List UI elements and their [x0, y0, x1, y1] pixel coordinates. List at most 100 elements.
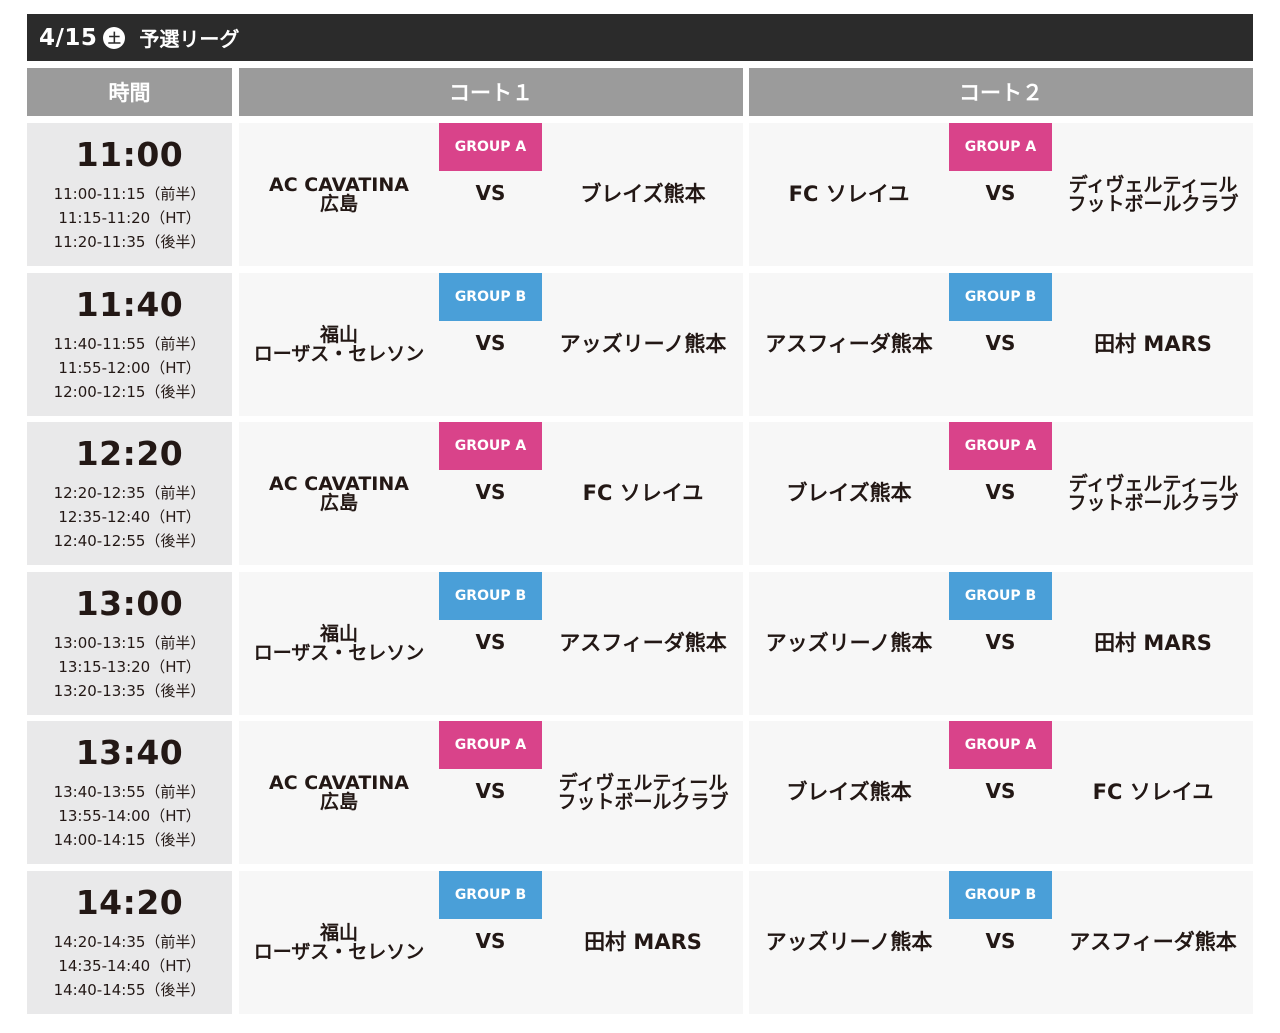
team-name-line: ブレイズ熊本: [786, 481, 912, 505]
second-half-slot: 13:20-13:35（後半）: [53, 682, 206, 700]
team-name-line: AC CAVATINA: [269, 771, 409, 794]
team-name: AC CAVATINA 広島: [269, 771, 409, 813]
away-team: ディヴェルティール フットボールクラブ: [543, 721, 743, 864]
team-name-line: フットボールクラブ: [557, 790, 729, 813]
time-cell: 11:40 11:40-11:55（前半） 11:55-12:00（HT） 12…: [27, 273, 232, 416]
kickoff-time: 11:40: [75, 285, 184, 324]
second-half-slot: 12:40-12:55（後半）: [53, 532, 206, 550]
halftime-slot: 14:35-14:40（HT）: [58, 957, 201, 975]
time-cell: 11:00 11:00-11:15（前半） 11:15-11:20（HT） 11…: [27, 123, 232, 266]
team-name: 田村 MARS: [1094, 334, 1212, 355]
court1-match: AC CAVATINA 広島 GROUP A VS FC ソレイユ: [239, 422, 743, 565]
vs-label: VS: [985, 929, 1016, 953]
team-name-line: 広島: [319, 790, 358, 813]
team-name-line: アッズリーノ熊本: [765, 631, 933, 655]
kickoff-time: 13:00: [75, 584, 184, 623]
first-half-slot: 11:40-11:55（前半）: [53, 335, 206, 353]
team-name: FC ソレイユ: [1093, 782, 1214, 803]
first-half-slot: 13:40-13:55（前半）: [53, 783, 206, 801]
team-name-line: ローザス・セレソン: [253, 940, 425, 963]
vs-label: VS: [475, 929, 506, 953]
home-team: ブレイズ熊本: [749, 721, 949, 864]
team-name-line: ローザス・セレソン: [253, 342, 425, 365]
team-name-line: フットボールクラブ: [1067, 491, 1239, 514]
team-name: FC ソレイユ: [789, 184, 910, 205]
team-name-line: ディヴェルティール: [1068, 472, 1238, 495]
court1-match: AC CAVATINA 広島 GROUP A VS ディヴェルティール フットボール…: [239, 721, 743, 864]
vs-label: VS: [985, 630, 1016, 654]
home-team: ブレイズ熊本: [749, 422, 949, 565]
second-half-slot: 14:40-14:55（後半）: [53, 981, 206, 999]
team-name: アッズリーノ熊本: [766, 633, 933, 654]
team-name-line: フットボールクラブ: [1067, 192, 1239, 215]
team-name-line: アスフィーダ熊本: [559, 631, 727, 655]
second-half-slot: 11:20-11:35（後半）: [53, 233, 206, 251]
team-name: ディヴェルティール フットボールクラブ: [1067, 472, 1239, 514]
team-name-line: ディヴェルティール: [1068, 173, 1238, 196]
vs-label: VS: [985, 181, 1016, 205]
group-badge: GROUP A: [439, 422, 542, 470]
team-name-line: ローザス・セレソン: [253, 641, 425, 664]
time-cell: 13:00 13:00-13:15（前半） 13:15-13:20（HT） 13…: [27, 572, 232, 715]
header-court1: コート１: [239, 68, 743, 116]
home-team: AC CAVATINA 広島: [239, 721, 439, 864]
second-half-slot: 12:00-12:15（後半）: [53, 383, 206, 401]
team-name: ブレイズ熊本: [580, 184, 705, 205]
team-name-line: アスフィーダ熊本: [1069, 930, 1237, 954]
team-name: 田村 MARS: [1094, 633, 1212, 654]
header-time: 時間: [27, 68, 232, 116]
team-name-line: ブレイズ熊本: [580, 182, 706, 206]
team-name: ブレイズ熊本: [786, 782, 911, 803]
group-badge: GROUP B: [439, 273, 542, 321]
halftime-slot: 11:15-11:20（HT）: [58, 209, 201, 227]
home-team: アスフィーダ熊本: [749, 273, 949, 416]
halftime-slot: 12:35-12:40（HT）: [58, 508, 201, 526]
home-team: 福山 ローザス・セレソン: [239, 871, 439, 1014]
group-badge: GROUP B: [949, 273, 1052, 321]
team-name-line: 広島: [319, 491, 358, 514]
schedule-row: 11:40 11:40-11:55（前半） 11:55-12:00（HT） 12…: [27, 273, 1253, 416]
schedule-row: 14:20 14:20-14:35（前半） 14:35-14:40（HT） 14…: [27, 871, 1253, 1014]
home-team: アッズリーノ熊本: [749, 871, 949, 1014]
court2-match: アッズリーノ熊本 GROUP B VS 田村 MARS: [749, 572, 1253, 715]
away-team: 田村 MARS: [1053, 572, 1253, 715]
away-team: FC ソレイユ: [543, 422, 743, 565]
away-team: アスフィーダ熊本: [543, 572, 743, 715]
vs-label: VS: [475, 331, 506, 355]
court1-match: 福山 ローザス・セレソン GROUP B VS 田村 MARS: [239, 871, 743, 1014]
group-badge: GROUP B: [949, 871, 1052, 919]
vs-label: VS: [475, 630, 506, 654]
away-team: 田村 MARS: [543, 871, 743, 1014]
court2-match: ブレイズ熊本 GROUP A VS FC ソレイユ: [749, 721, 1253, 864]
vs-label: VS: [985, 331, 1016, 355]
second-half-slot: 14:00-14:15（後半）: [53, 831, 206, 849]
schedule-row: 13:40 13:40-13:55（前半） 13:55-14:00（HT） 14…: [27, 721, 1253, 864]
away-team: FC ソレイユ: [1053, 721, 1253, 864]
team-name-line: 福山: [319, 323, 358, 346]
team-name-line: FC ソレイユ: [788, 182, 910, 206]
away-team: アスフィーダ熊本: [1053, 871, 1253, 1014]
court2-match: ブレイズ熊本 GROUP A VS ディヴェルティール フットボールクラブ: [749, 422, 1253, 565]
home-team: 福山 ローザス・セレソン: [239, 273, 439, 416]
team-name: 福山 ローザス・セレソン: [253, 323, 425, 365]
team-name: 福山 ローザス・セレソン: [253, 921, 425, 963]
team-name-line: AC CAVATINA: [269, 173, 409, 196]
away-team: 田村 MARS: [1053, 273, 1253, 416]
kickoff-time: 12:20: [75, 434, 184, 473]
home-team: AC CAVATINA 広島: [239, 422, 439, 565]
kickoff-time: 14:20: [75, 883, 184, 922]
team-name-line: アスフィーダ熊本: [765, 332, 933, 356]
team-name: アスフィーダ熊本: [765, 334, 933, 355]
team-name-line: 田村 MARS: [1094, 631, 1212, 655]
team-name: 田村 MARS: [584, 932, 702, 953]
court2-match: アッズリーノ熊本 GROUP B VS アスフィーダ熊本: [749, 871, 1253, 1014]
team-name-line: 福山: [319, 921, 358, 944]
court2-match: FC ソレイユ GROUP A VS ディヴェルティール フットボールクラブ: [749, 123, 1253, 266]
court1-match: 福山 ローザス・セレソン GROUP B VS アスフィーダ熊本: [239, 572, 743, 715]
team-name-line: FC ソレイユ: [1092, 780, 1214, 804]
group-badge: GROUP A: [949, 123, 1052, 171]
away-team: ブレイズ熊本: [543, 123, 743, 266]
team-name-line: ディヴェルティール: [558, 771, 728, 794]
vs-label: VS: [475, 181, 506, 205]
schedule-row: 13:00 13:00-13:15（前半） 13:15-13:20（HT） 13…: [27, 572, 1253, 715]
